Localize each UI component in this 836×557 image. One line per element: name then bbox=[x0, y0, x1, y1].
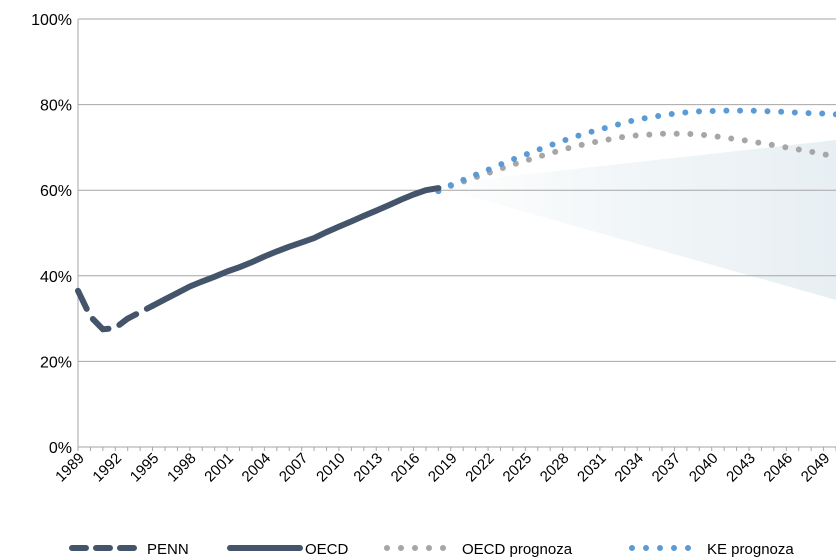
x-tick-label: 2049 bbox=[798, 450, 834, 486]
background-watermark bbox=[430, 140, 836, 300]
y-tick-label: 80% bbox=[40, 98, 72, 115]
x-tick-label: 2034 bbox=[611, 450, 647, 486]
series-line-penn bbox=[75, 287, 156, 333]
legend-label: OECD prognoza bbox=[462, 541, 573, 557]
y-tick-label: 40% bbox=[40, 269, 72, 286]
legend-item-oecd-prognoza: OECD prognoza bbox=[384, 541, 573, 557]
y-tick-label: 20% bbox=[40, 354, 72, 371]
background-shape bbox=[430, 140, 836, 300]
series-line-ke-prognoza bbox=[435, 107, 836, 195]
x-tick-label: 1992 bbox=[89, 450, 125, 486]
x-tick-label: 2037 bbox=[649, 450, 685, 486]
legend-item-ke-prognoza: KE prognoza bbox=[629, 541, 794, 557]
x-tick-label: 2040 bbox=[686, 450, 722, 486]
legend-label: KE prognoza bbox=[707, 541, 794, 557]
legend: PENN OECD OECD prognoza KE prognoza bbox=[69, 541, 794, 557]
x-tick-label: 2004 bbox=[239, 450, 275, 486]
axes bbox=[77, 19, 836, 448]
series-line-oecd-prognoza bbox=[435, 130, 836, 195]
legend-label: PENN bbox=[147, 541, 189, 557]
x-tick-label: 2031 bbox=[574, 450, 610, 486]
x-tick-label: 2022 bbox=[462, 450, 498, 486]
y-axis-ticks: 0% 20% 40% 60% 80% 100% bbox=[31, 12, 72, 457]
x-tick-label: 2001 bbox=[201, 450, 237, 486]
legend-item-oecd: OECD bbox=[227, 541, 349, 557]
gridlines bbox=[78, 18, 836, 362]
x-axis-ticks: 1989 1992 1995 1998 2001 2004 2007 2010 2013 2016… bbox=[52, 447, 836, 485]
x-tick-label: 1995 bbox=[127, 450, 163, 486]
legend-item-penn: PENN bbox=[69, 541, 189, 557]
legend-label: OECD bbox=[305, 541, 349, 557]
x-tick-label: 2019 bbox=[425, 450, 461, 486]
series-layer bbox=[75, 107, 836, 333]
x-tick-label: 2025 bbox=[500, 450, 536, 486]
x-tick-label: 1998 bbox=[164, 450, 200, 486]
x-tick-label: 2010 bbox=[313, 450, 349, 486]
x-tick-label: 2043 bbox=[723, 450, 759, 486]
y-tick-label: 60% bbox=[40, 183, 72, 200]
x-tick-label: 2016 bbox=[388, 450, 424, 486]
x-tick-label: 2007 bbox=[276, 450, 312, 486]
x-tick-label: 2046 bbox=[761, 450, 797, 486]
y-tick-label: 100% bbox=[31, 12, 72, 29]
series-line-oecd bbox=[149, 185, 442, 309]
y-tick-label: 0% bbox=[49, 440, 72, 457]
x-tick-label: 2028 bbox=[537, 450, 573, 486]
x-tick-label: 2013 bbox=[350, 450, 386, 486]
